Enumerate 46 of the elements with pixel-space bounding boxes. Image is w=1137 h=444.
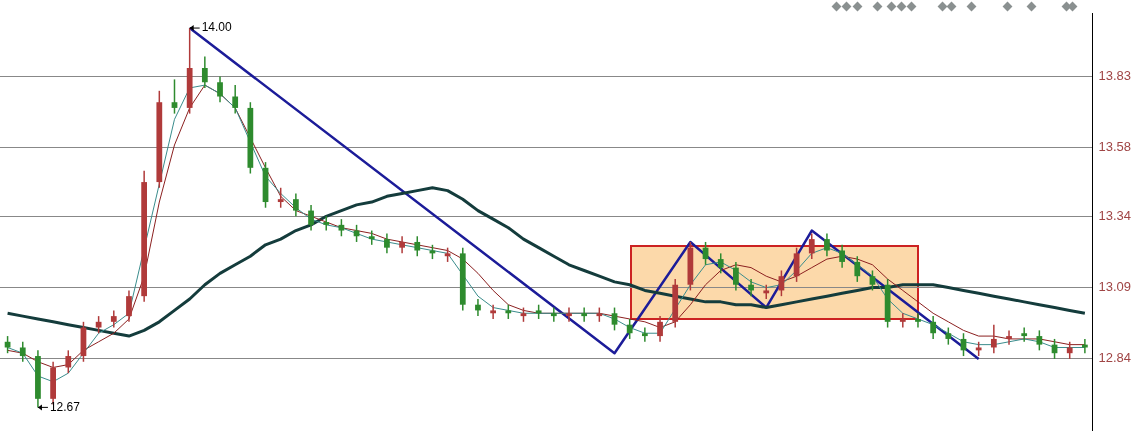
candlestick	[1006, 329, 1012, 346]
candlestick	[581, 306, 588, 323]
candlestick	[566, 306, 572, 323]
candlestick	[414, 235, 421, 257]
candlestick	[808, 232, 815, 260]
y-tick-label: 13.58	[1098, 139, 1132, 155]
y-tick-label: 13.83	[1098, 68, 1132, 84]
candlestick	[930, 315, 937, 340]
annotation: 14.00	[201, 20, 233, 35]
candlestick	[915, 312, 921, 329]
candlestick	[824, 232, 830, 257]
candlestick	[763, 284, 770, 300]
candlestick	[869, 269, 876, 292]
candlestick	[641, 326, 648, 343]
candlestick	[232, 84, 239, 115]
candlestick	[308, 204, 314, 232]
candlestick	[748, 278, 754, 297]
candlestick	[201, 55, 208, 89]
y-tick-label: 13.09	[1098, 279, 1132, 295]
y-tick-label: 12.84	[1098, 350, 1132, 366]
candlestick	[217, 75, 223, 103]
candlestick	[475, 298, 481, 317]
candlestick	[110, 309, 117, 329]
annotation: 12.67	[49, 399, 81, 414]
candlestick	[657, 315, 663, 343]
candlestick	[733, 261, 739, 292]
candlestick	[126, 289, 132, 323]
candlestick	[899, 312, 906, 329]
candlestick	[292, 192, 299, 218]
candlestick	[171, 78, 178, 115]
candlestick	[277, 187, 284, 209]
y-tick-label: 13.34	[1098, 207, 1132, 223]
candlestick	[611, 306, 618, 332]
candlestick	[1021, 326, 1028, 343]
candlestick	[1036, 329, 1043, 352]
candlestick	[65, 349, 72, 374]
candlestick	[550, 306, 557, 323]
candlestick	[839, 244, 845, 269]
candlestick	[384, 232, 390, 255]
candlestick	[990, 323, 997, 354]
candlestick	[717, 252, 724, 275]
candlestick	[626, 318, 633, 340]
candlestick	[19, 341, 26, 363]
candlestick	[854, 255, 861, 283]
candlestick	[323, 215, 330, 232]
candlestick	[490, 303, 497, 320]
